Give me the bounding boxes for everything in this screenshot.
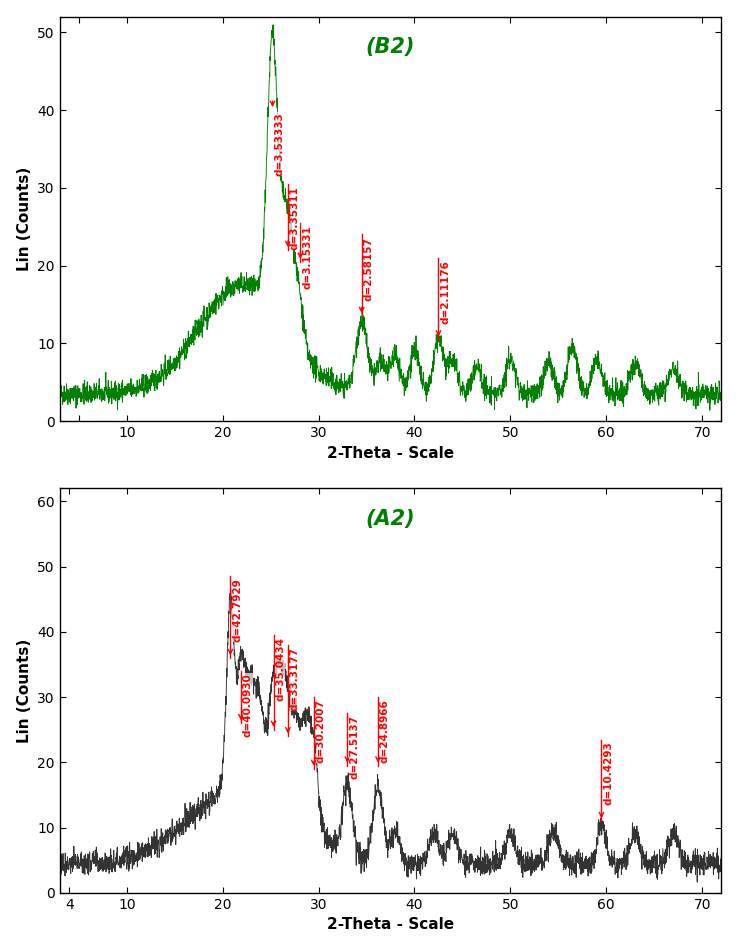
Text: (A2): (A2) [366,509,415,529]
Text: d=3.15331: d=3.15331 [303,225,312,288]
Text: d=42.7929: d=42.7929 [232,579,242,642]
Text: d=30.2007: d=30.2007 [316,699,325,763]
Y-axis label: Lin (Counts): Lin (Counts) [17,167,32,271]
X-axis label: 2-Theta - Scale: 2-Theta - Scale [327,446,454,460]
Text: d=27.5137: d=27.5137 [349,716,359,779]
Text: d=10.4293: d=10.4293 [604,741,613,806]
Text: d=35.0434: d=35.0434 [275,637,286,701]
Y-axis label: Lin (Counts): Lin (Counts) [17,639,32,743]
Text: d=33.3177: d=33.3177 [290,647,300,711]
Text: (B2): (B2) [366,37,415,57]
Text: d=3.53333: d=3.53333 [275,112,284,177]
X-axis label: 2-Theta - Scale: 2-Theta - Scale [327,918,454,932]
Text: d=24.8966: d=24.8966 [380,699,390,763]
Text: d=2.11176: d=2.11176 [441,260,450,324]
Text: d=40.0930: d=40.0930 [243,673,253,736]
Text: d=3.35311: d=3.35311 [290,186,300,250]
Text: d=2.58157: d=2.58157 [364,237,373,301]
